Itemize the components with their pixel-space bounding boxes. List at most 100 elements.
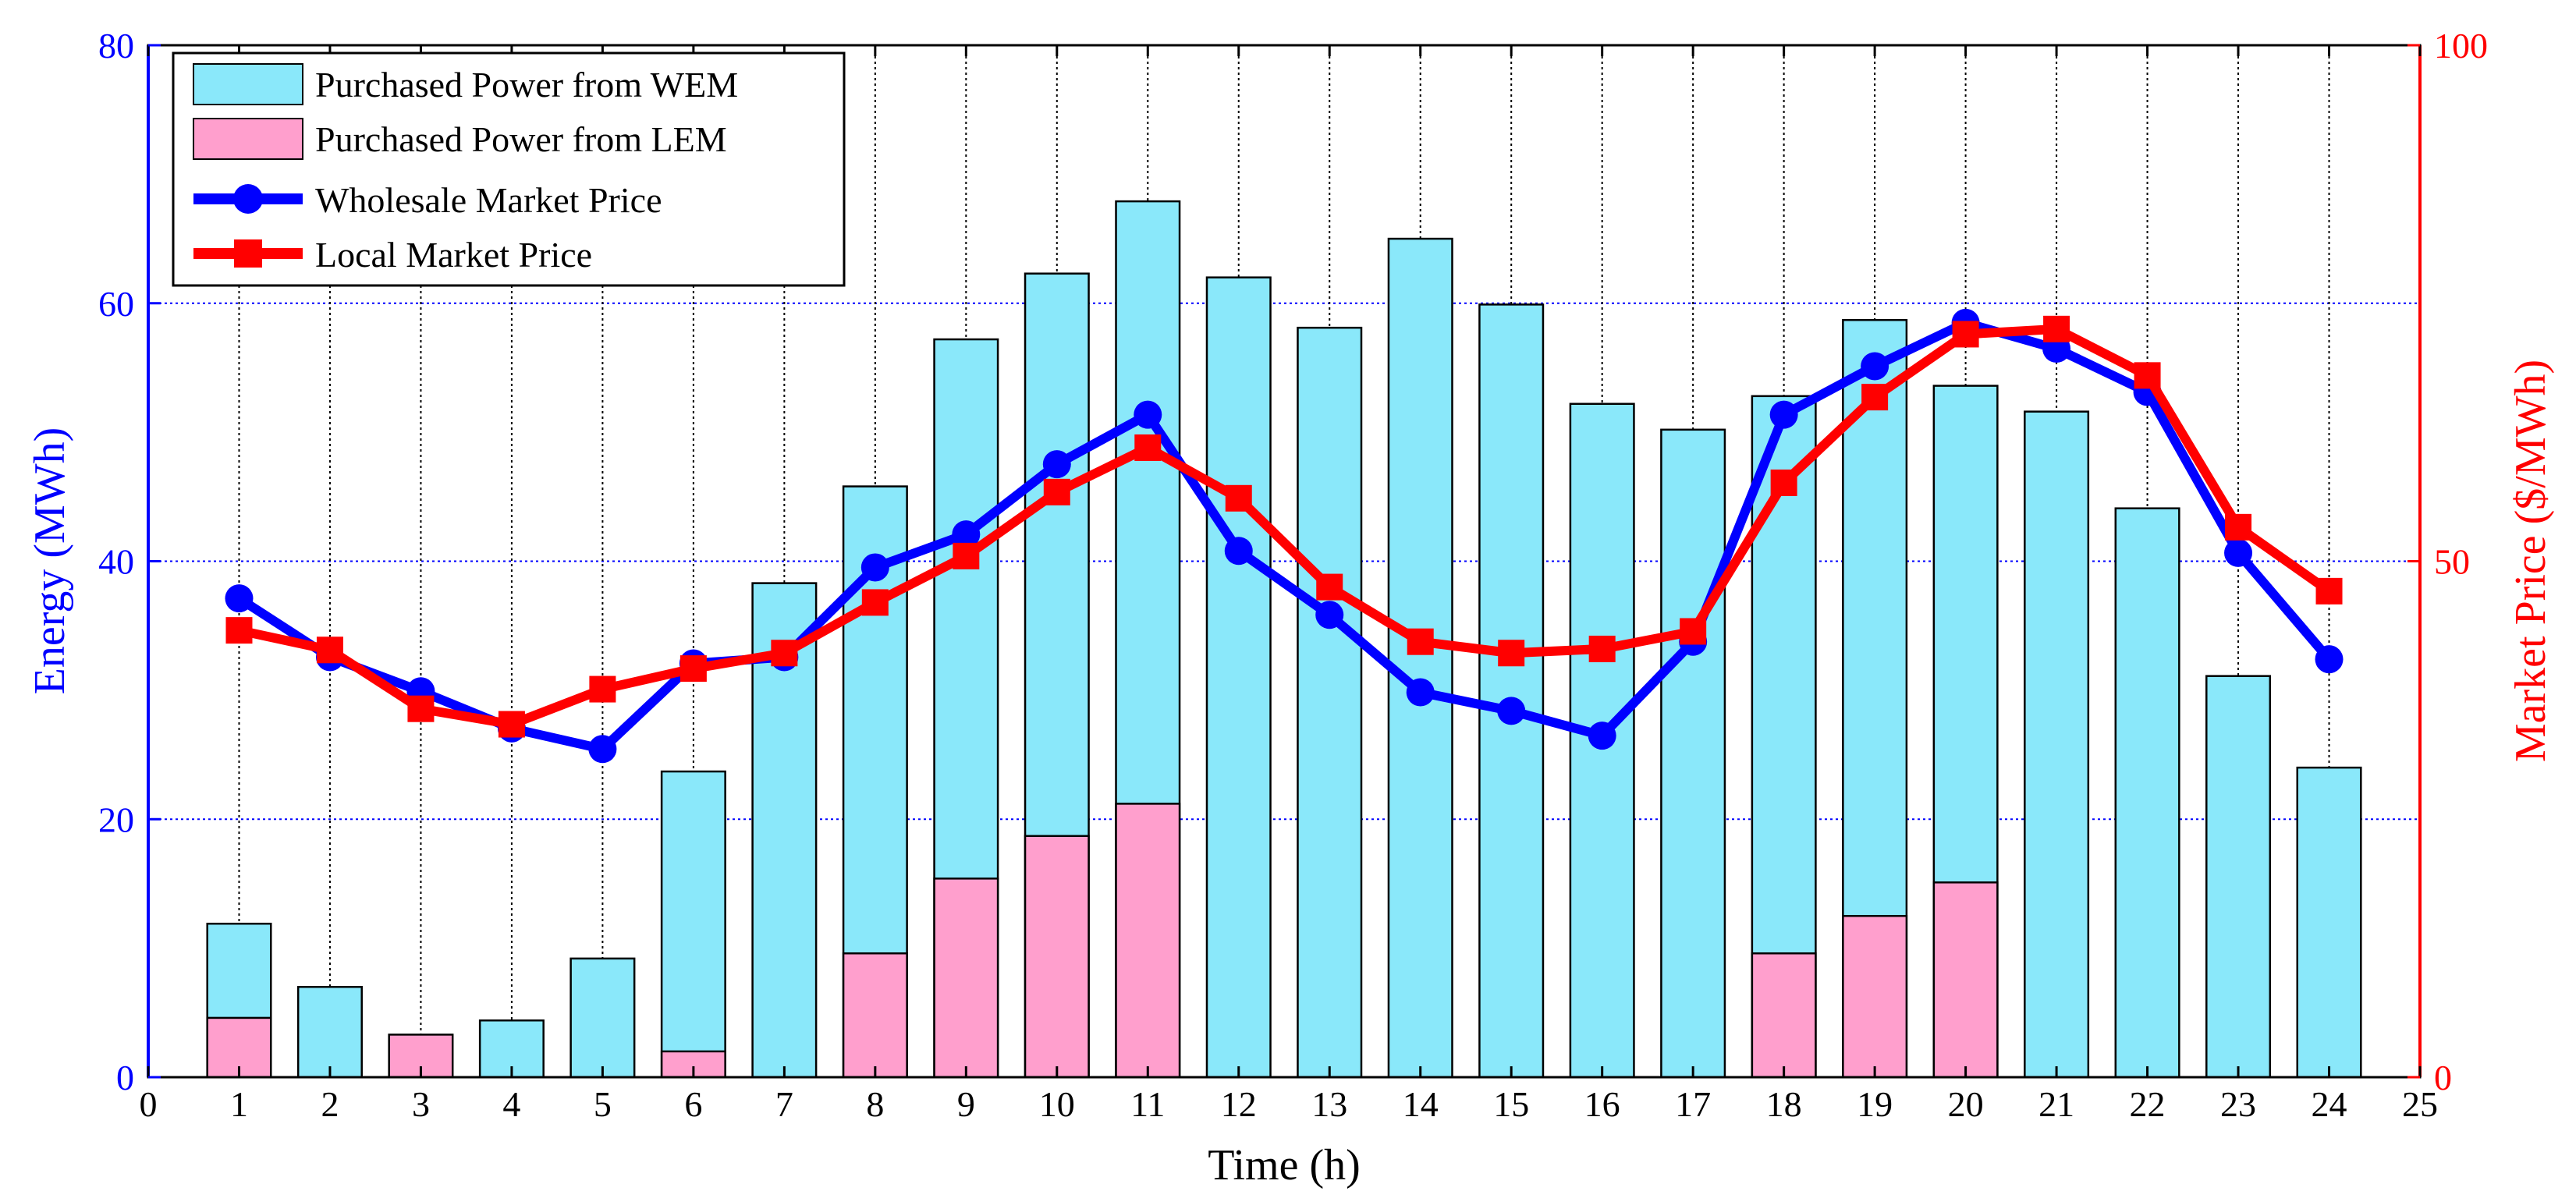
x-tick-label-5: 5 xyxy=(594,1084,612,1124)
point-local-13 xyxy=(1316,573,1343,601)
point-local-12 xyxy=(1225,484,1252,512)
point-local-21 xyxy=(2043,315,2070,342)
y-left-tick-label-40: 40 xyxy=(98,542,134,582)
point-local-9 xyxy=(953,542,980,569)
bar-lem-10 xyxy=(1024,835,1090,1079)
bar-wem-12 xyxy=(1205,276,1272,1079)
x-axis-title: Time (h) xyxy=(1208,1141,1361,1190)
legend-swatch-lem xyxy=(193,118,303,160)
point-wholesale-16 xyxy=(1588,722,1616,750)
point-wholesale-5 xyxy=(588,735,617,764)
legend-label-wholesale: Wholesale Market Price xyxy=(315,180,662,220)
point-local-16 xyxy=(1588,635,1616,662)
x-tick-label-20: 20 xyxy=(1948,1084,1984,1124)
bar-wem-23 xyxy=(2205,675,2272,1079)
point-local-11 xyxy=(1134,434,1162,461)
legend-marker-local xyxy=(234,239,262,268)
point-local-17 xyxy=(1680,618,1707,645)
x-tick-label-7: 7 xyxy=(775,1084,793,1124)
point-wholesale-19 xyxy=(1861,352,1889,381)
bar-wem-22 xyxy=(2114,507,2180,1079)
y-right-tick-label-100: 100 xyxy=(2434,26,2488,66)
point-wholesale-14 xyxy=(1406,678,1435,707)
bar-lem-20 xyxy=(1932,881,1999,1079)
y-left-tick-label-80: 80 xyxy=(98,26,134,66)
bar-wem-2 xyxy=(296,985,363,1079)
bars-layer xyxy=(206,200,2362,1079)
legend-label-lem: Purchased Power from LEM xyxy=(315,119,727,159)
x-tick-label-3: 3 xyxy=(412,1084,430,1124)
x-tick-label-0: 0 xyxy=(140,1084,158,1124)
bar-wem-15 xyxy=(1478,303,1545,1079)
y-right-tick-label-0: 0 xyxy=(2434,1058,2452,1097)
bar-lem-19 xyxy=(1842,915,1908,1079)
point-local-18 xyxy=(1770,469,1797,496)
bar-wem-21 xyxy=(2024,410,2090,1079)
point-local-1 xyxy=(225,617,253,644)
x-tick-label-1: 1 xyxy=(230,1084,248,1124)
bar-wem-24 xyxy=(2296,766,2362,1079)
point-local-14 xyxy=(1407,628,1434,655)
bar-wem-6 xyxy=(660,770,726,1079)
x-tick-label-8: 8 xyxy=(866,1084,884,1124)
point-local-6 xyxy=(679,655,707,683)
y-axis-left-title: Energy (MWh) xyxy=(26,427,74,695)
x-tick-label-21: 21 xyxy=(2038,1084,2074,1124)
x-tick-label-2: 2 xyxy=(321,1084,339,1124)
point-local-24 xyxy=(2315,577,2343,605)
point-wholesale-13 xyxy=(1315,601,1344,629)
point-wholesale-18 xyxy=(1769,400,1798,429)
y-left-tick-label-20: 20 xyxy=(98,800,134,839)
point-wholesale-23 xyxy=(2224,538,2253,567)
bar-wem-5 xyxy=(569,957,636,1079)
x-tick-label-18: 18 xyxy=(1766,1084,1802,1124)
x-tick-label-10: 10 xyxy=(1039,1084,1075,1124)
x-tick-label-13: 13 xyxy=(1311,1084,1347,1124)
grid-layer xyxy=(148,45,2420,1077)
x-tick-label-19: 19 xyxy=(1857,1084,1893,1124)
point-wholesale-12 xyxy=(1224,537,1253,566)
x-tick-label-6: 6 xyxy=(684,1084,702,1124)
point-wholesale-8 xyxy=(860,553,889,582)
point-wholesale-9 xyxy=(952,520,981,549)
bar-wem-13 xyxy=(1297,326,1363,1079)
y-left-tick-label-60: 60 xyxy=(98,284,134,324)
point-wholesale-15 xyxy=(1497,697,1526,725)
point-local-15 xyxy=(1498,640,1525,667)
bar-wem-14 xyxy=(1387,237,1453,1079)
point-wholesale-10 xyxy=(1042,450,1071,479)
point-local-8 xyxy=(861,589,889,616)
point-local-20 xyxy=(1952,321,1979,348)
x-tick-label-15: 15 xyxy=(1493,1084,1529,1124)
legend-marker-wholesale xyxy=(233,184,263,214)
x-tick-label-11: 11 xyxy=(1130,1084,1165,1124)
bar-lem-3 xyxy=(388,1034,454,1079)
point-local-22 xyxy=(2134,362,2161,389)
point-wholesale-11 xyxy=(1134,400,1162,429)
legend-swatch-wem xyxy=(193,63,303,105)
point-local-3 xyxy=(407,695,435,722)
point-local-7 xyxy=(771,640,798,667)
bar-lem-11 xyxy=(1115,803,1181,1079)
x-tick-label-25: 25 xyxy=(2402,1084,2438,1124)
bar-lem-8 xyxy=(842,952,908,1079)
x-tick-label-14: 14 xyxy=(1403,1084,1439,1124)
x-tick-label-12: 12 xyxy=(1221,1084,1257,1124)
point-local-2 xyxy=(316,636,343,664)
point-local-23 xyxy=(2225,513,2252,541)
line-local-price xyxy=(238,324,2332,729)
x-tick-label-4: 4 xyxy=(502,1084,520,1124)
point-wholesale-1 xyxy=(225,584,254,613)
bar-wem-17 xyxy=(1660,428,1726,1079)
legend-label-wem: Purchased Power from WEM xyxy=(315,65,738,105)
point-local-10 xyxy=(1043,478,1070,505)
line-wholesale-price xyxy=(236,317,2333,754)
x-tick-label-9: 9 xyxy=(957,1084,975,1124)
bar-lem-18 xyxy=(1751,952,1817,1079)
y-left-tick-label-0: 0 xyxy=(116,1058,134,1097)
x-tick-label-22: 22 xyxy=(2130,1084,2166,1124)
legend: Purchased Power from WEM Purchased Power… xyxy=(172,51,846,287)
point-local-5 xyxy=(589,675,616,703)
